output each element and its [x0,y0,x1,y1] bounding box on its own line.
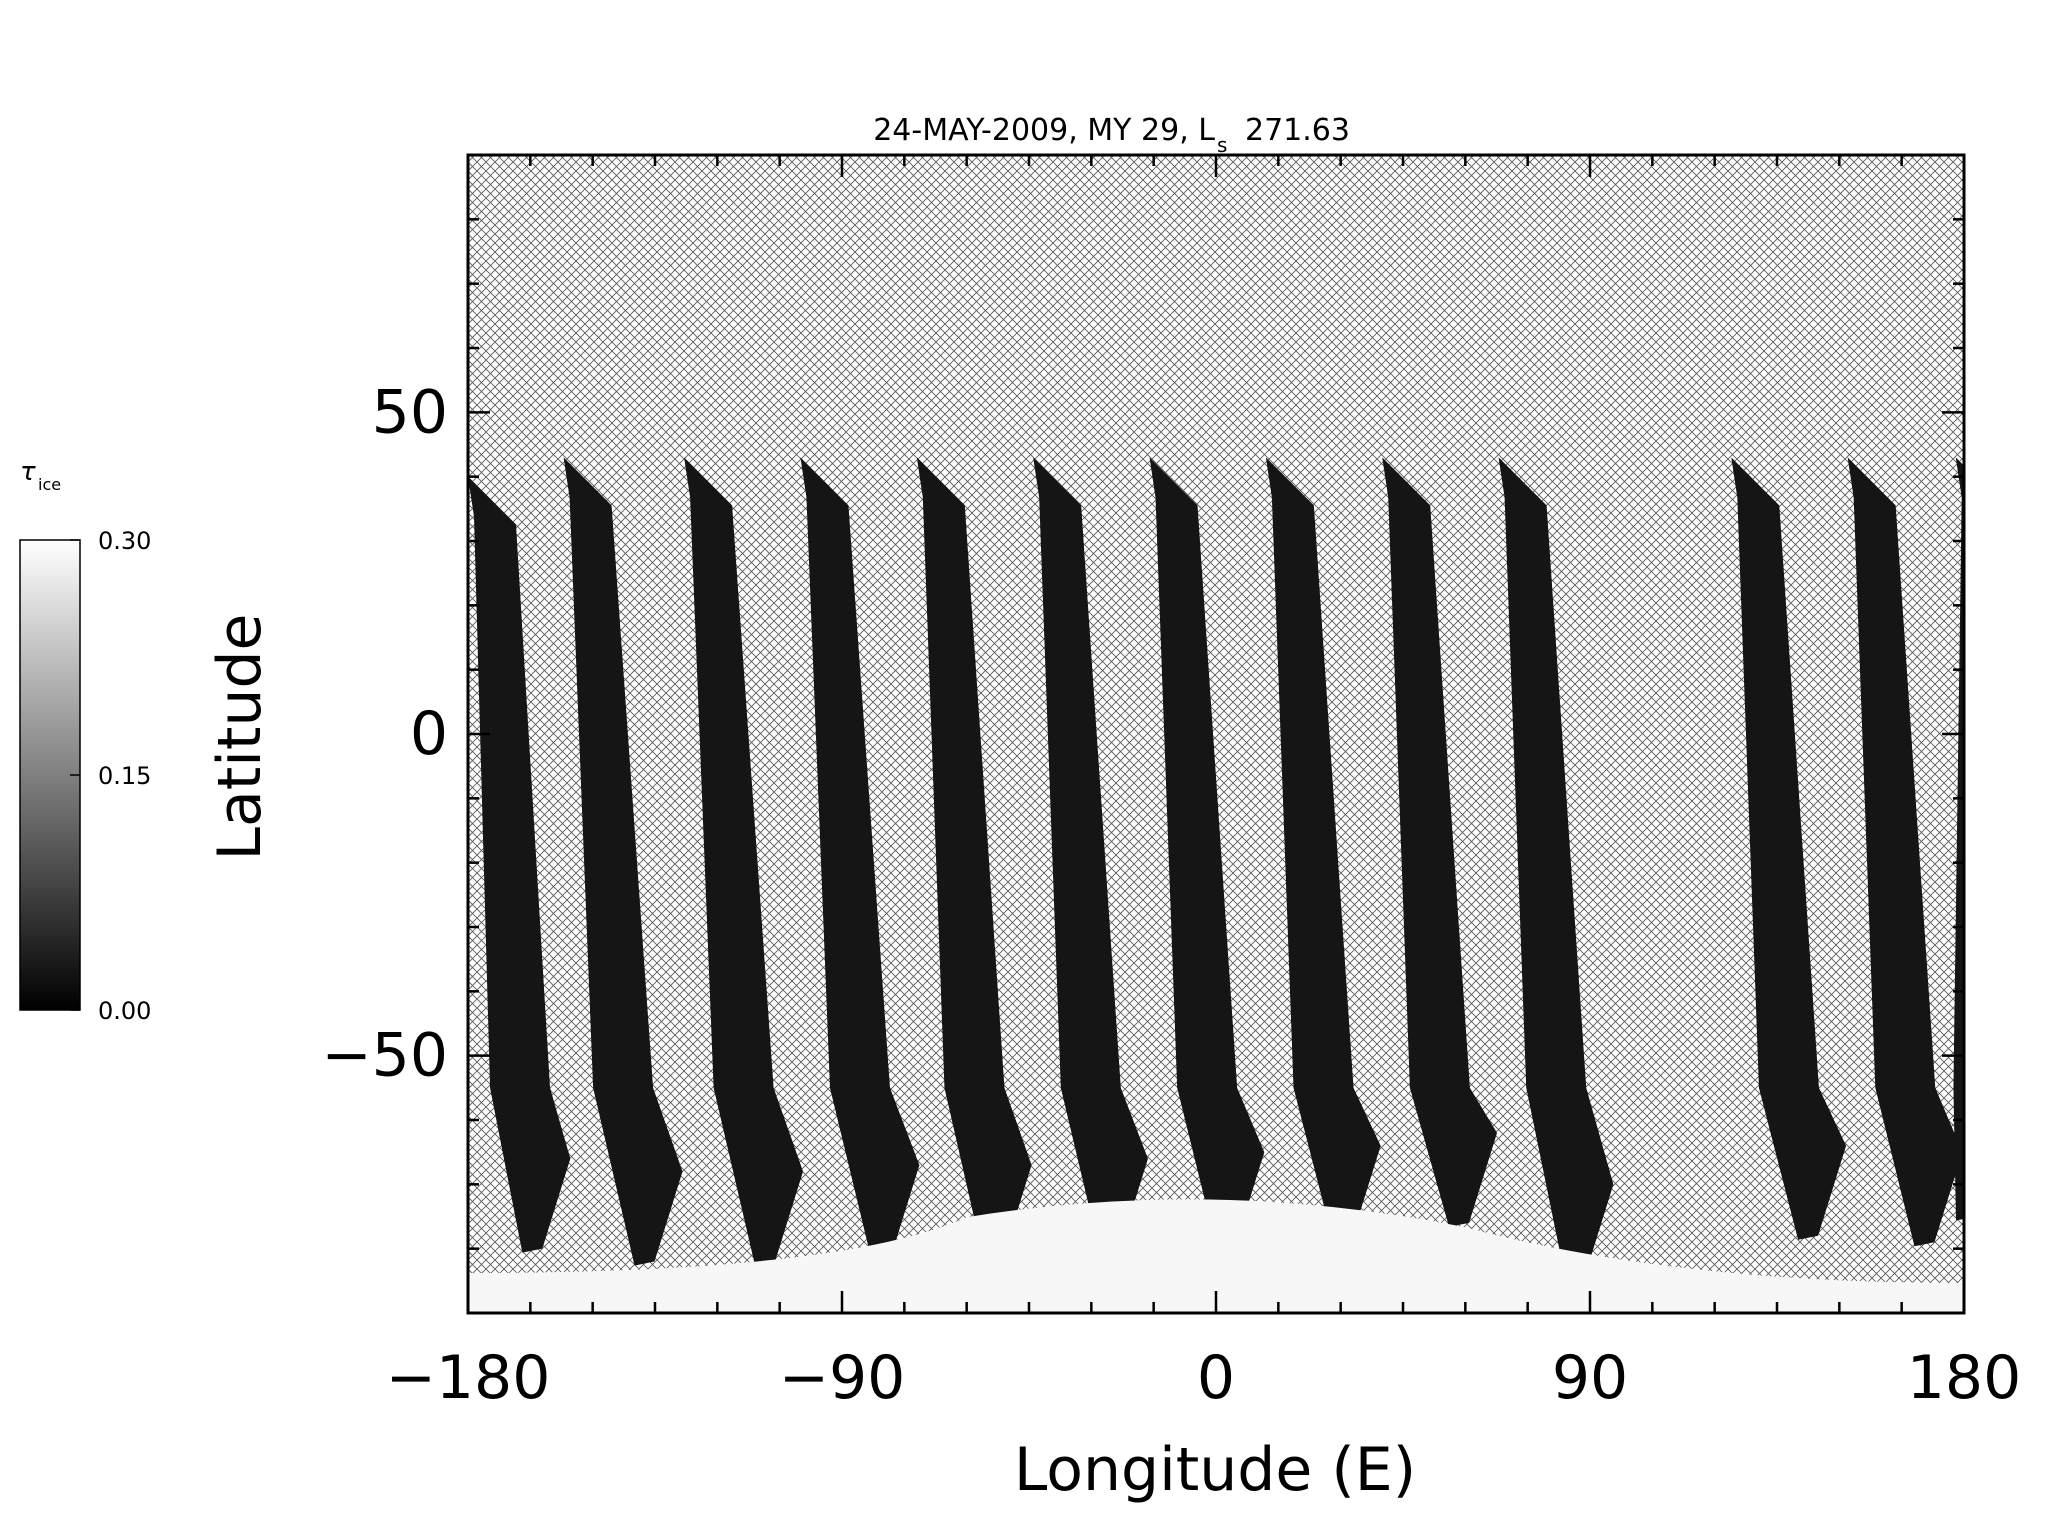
colorbar-label-subscript: ice [38,475,61,494]
swath-13 [1953,457,1964,1221]
x-tick-label: −90 [779,1343,906,1413]
colorbar-tick-label: 0.15 [98,762,151,790]
swath-9 [1382,457,1498,1227]
x-axis: −180 −90 0 90 180 [386,155,2022,1413]
colorbar-ticks: 0.00 0.15 0.30 [70,527,151,1025]
chart-title-subscript: s [1217,133,1227,157]
swath-10 [1498,457,1614,1279]
south-polar-ice-cap-1 [468,1199,1964,1313]
swath-5 [916,457,1032,1260]
swath-8 [1265,457,1381,1240]
y-tick-label: 0 [410,699,448,769]
x-tick-label: −180 [386,1343,551,1413]
x-tick-label: 0 [1197,1343,1235,1413]
swath-6 [1033,457,1148,1253]
colorbar-label: τ [20,457,36,487]
plot-area [468,155,1964,1313]
swath-3 [684,457,804,1266]
map-features [468,1199,1964,1313]
chart-title: 24-MAY-2009, MY 29, L [873,113,1215,148]
y-axis-label: Latitude [205,614,275,861]
swath-4 [800,457,920,1260]
colorbar-tick-label: 0.30 [98,527,151,555]
swath-11 [1731,457,1847,1240]
y-tick-label: 50 [372,377,448,447]
y-axis: −50 0 50 [321,153,1964,1315]
colorbar: τ ice 0.00 0.15 0.30 [19,457,151,1025]
observation-swaths [468,457,1964,1279]
swath-2 [563,457,683,1266]
chart-title-main: 24-MAY-2009, MY 29, L [873,113,1215,148]
x-tick-label: 90 [1552,1343,1628,1413]
swath-7 [1149,457,1265,1247]
chart-title-value: 271.63 [1245,113,1350,148]
colorbar-tick-label: 0.00 [98,997,151,1025]
x-tick-label: 180 [1907,1343,2022,1413]
colorbar-label-symbol: τ [20,457,36,487]
x-axis-label: Longitude (E) [1014,1435,1416,1505]
swath-1 [468,476,571,1253]
y-tick-label: −50 [321,1021,448,1091]
swath-12 [1847,457,1963,1247]
